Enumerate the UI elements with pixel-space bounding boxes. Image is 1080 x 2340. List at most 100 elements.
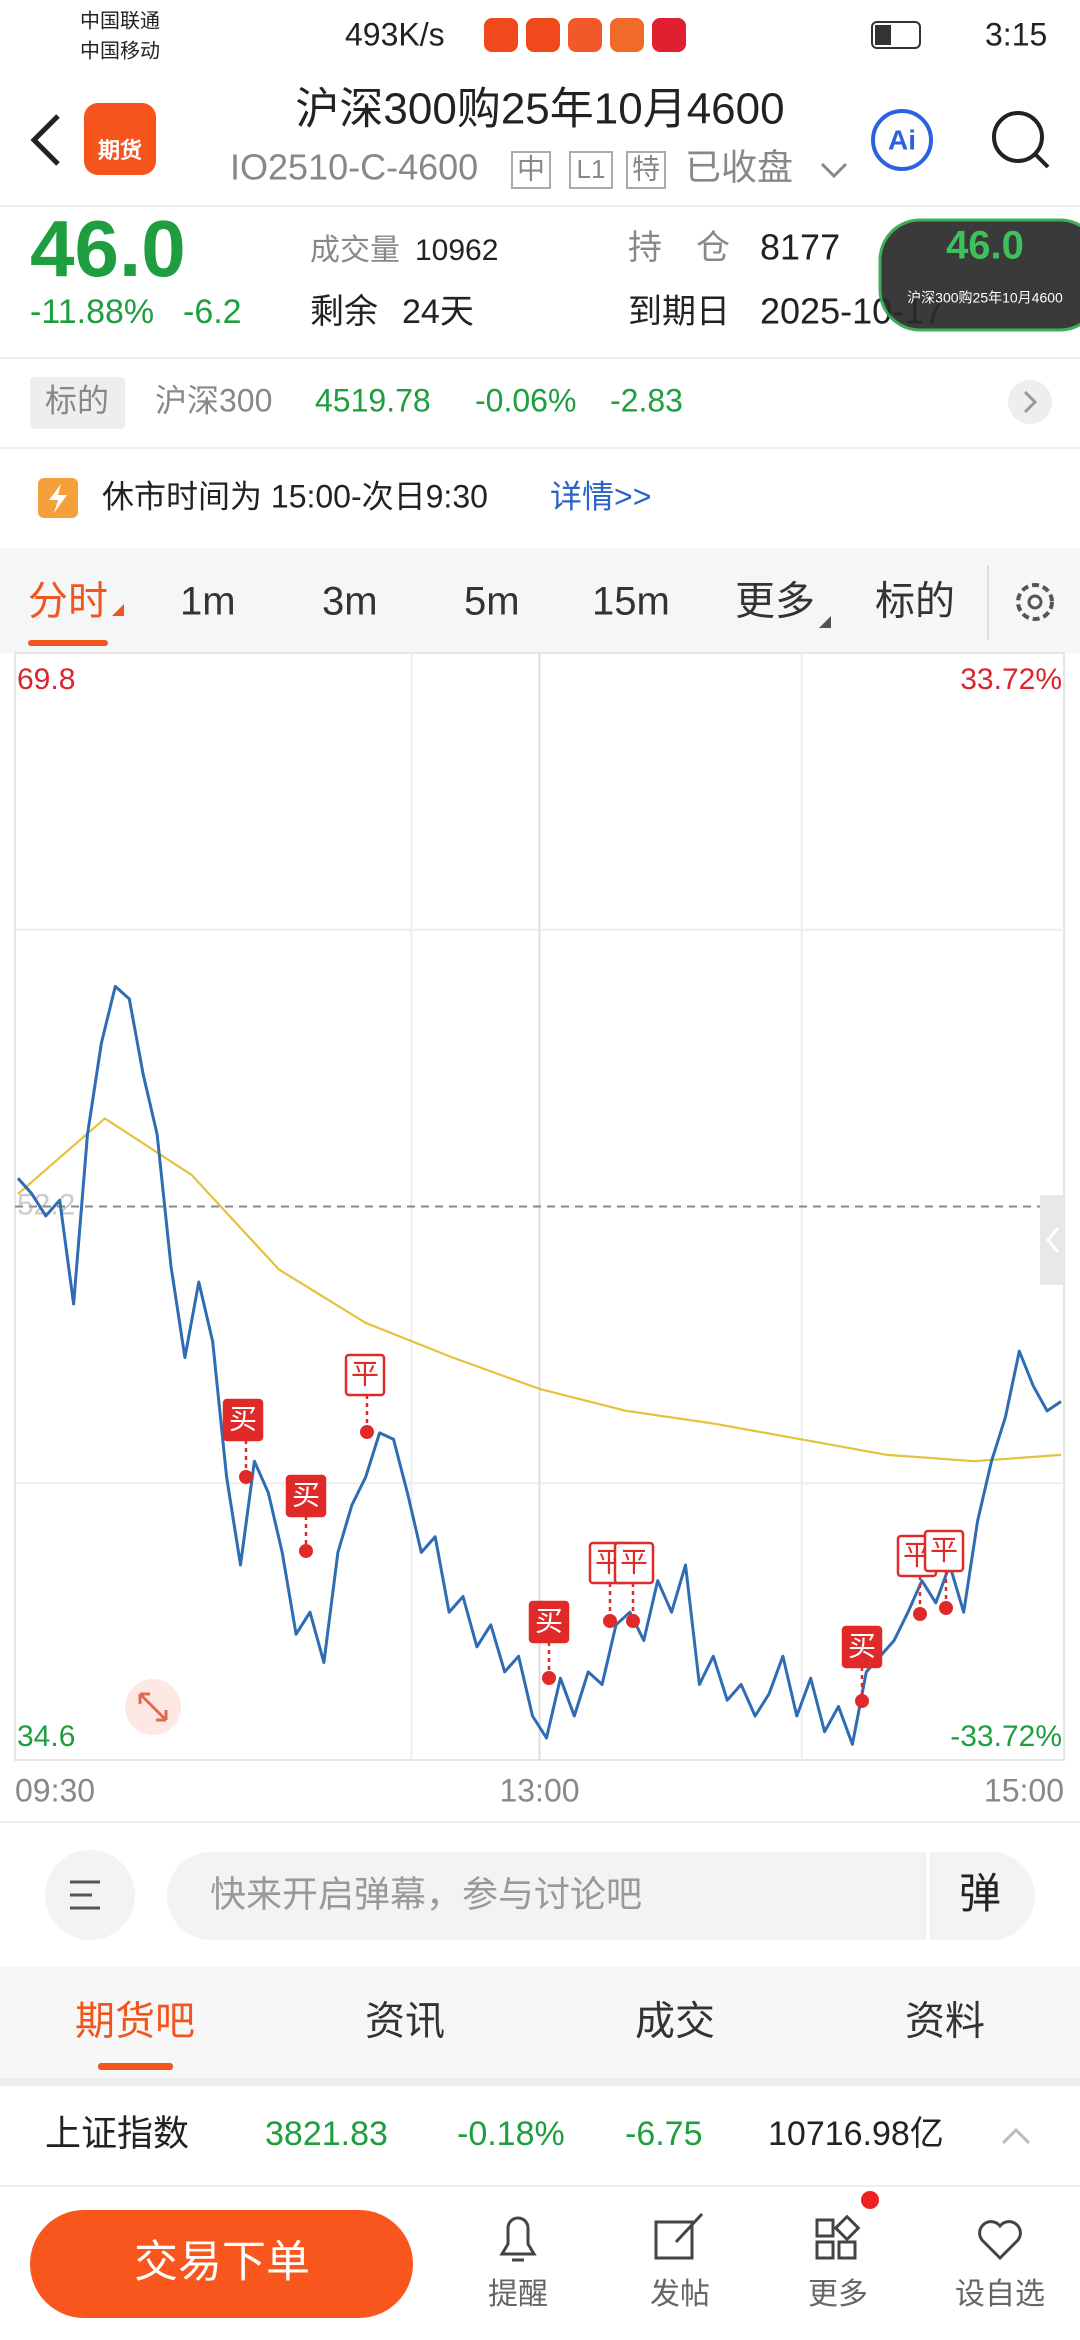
more-icon (837, 2240, 857, 2260)
label-box (30, 377, 125, 429)
collapse-button[interactable] (1001, 2127, 1031, 2145)
app-icon (610, 18, 644, 52)
app-icon (484, 18, 518, 52)
underlying-name: 沪深300 (155, 382, 272, 418)
marker-label: 买 (292, 1479, 320, 1510)
float-badge[interactable] (878, 218, 1080, 332)
underlying-price: 4519.78 (315, 382, 431, 418)
marker-label: 平 (351, 1358, 379, 1389)
ai-button[interactable] (871, 109, 933, 171)
more-button[interactable] (1008, 380, 1052, 424)
marker-dot (542, 1671, 556, 1685)
y-tick-label: 34.6 (17, 1720, 75, 1753)
clock: 3:15 (985, 16, 1047, 52)
divider (0, 2078, 1080, 2086)
marker-dot (603, 1614, 617, 1628)
contract-code: IO2510-C-4600 (230, 147, 478, 188)
tag-box (626, 151, 666, 189)
expand-icon (138, 1692, 168, 1722)
post-icon (654, 2220, 694, 2260)
carrier: 中国移动 (80, 39, 160, 62)
bottom-tab[interactable]: 资料 (905, 2000, 985, 2044)
back-button[interactable] (30, 114, 60, 166)
search-handle (1033, 152, 1050, 169)
index-price: 3821.83 (265, 2115, 388, 2153)
x-tick-label: 15:00 (984, 1772, 1064, 1808)
tag-box (511, 151, 551, 189)
tab-corner (112, 604, 124, 616)
y2-tick-label: 33.72% (960, 663, 1062, 696)
chart: 34.652.269.8-33.72%33.72%09:30 13:00 15:00… (15, 652, 1064, 1808)
bottom-tab[interactable]: 期货吧 (75, 2000, 195, 2044)
index-change: -6.75 (625, 2115, 703, 2153)
marker-dot (855, 1694, 869, 1708)
tag: L1 (577, 154, 606, 184)
nav-label[interactable]: 发帖 (650, 2278, 710, 2311)
tab-corner (819, 616, 831, 628)
settings-core (1027, 594, 1043, 610)
index-pct: -0.18% (457, 2115, 565, 2153)
logo (84, 103, 156, 175)
tab[interactable]: 5m (464, 580, 520, 624)
marker-box (285, 1474, 327, 1518)
tab[interactable]: 更多 (735, 580, 815, 624)
marker-label: 买 (535, 1605, 563, 1636)
app-icon (568, 18, 602, 52)
comment-input[interactable] (167, 1852, 1035, 1940)
tab[interactable]: 分时 (28, 580, 108, 624)
post-pen (674, 2212, 704, 2244)
battery (871, 21, 921, 49)
tab-indicator (28, 640, 108, 646)
market-state[interactable]: 已收盘 (685, 147, 793, 188)
index-name: 上证指数 (45, 2113, 189, 2154)
tab[interactable]: 3m (322, 580, 378, 624)
tab[interactable]: 15m (592, 580, 670, 624)
tab[interactable]: 标的 (875, 580, 955, 624)
trade-button[interactable] (30, 2210, 413, 2318)
nav-label[interactable]: 更多 (808, 2278, 868, 2311)
marker-box (923, 1529, 965, 1573)
title: 沪深300购25年10月4600 (295, 85, 784, 134)
marker-dot (239, 1470, 253, 1484)
bottom-tab[interactable]: 资讯 (365, 2000, 445, 2044)
bottom-tab[interactable]: 成交 (635, 2000, 715, 2044)
settings-button[interactable] (1016, 583, 1054, 621)
marker-label: 买 (229, 1403, 257, 1434)
notice-link[interactable]: 详情>> (550, 478, 651, 514)
badge-name: 沪深300购25年10月4600 (907, 290, 1063, 306)
nav-label[interactable]: 提醒 (488, 2278, 548, 2311)
danmaku-button[interactable]: 弹 (959, 1870, 1001, 1917)
nav-label[interactable]: 设自选 (955, 2278, 1045, 2311)
battery-level (875, 25, 891, 45)
tabs: 分时 1m 3m 5m 15m 更多 标的 (28, 580, 955, 646)
ai-icon: Ai (888, 124, 916, 155)
stat-value: 8177 (760, 227, 840, 268)
average-line (17, 1117, 1062, 1463)
index-amount: 10716.98亿 (768, 2115, 944, 2153)
tab-indicator (98, 2063, 173, 2070)
tag: 中 (517, 153, 545, 184)
marker-box (841, 1625, 883, 1669)
underlying-pct: -0.06% (475, 382, 576, 418)
bottom-tabs: 期货吧 资讯 成交 资料 (75, 2000, 985, 2070)
notice-text: 休市时间为 15:00-次日9:30 (102, 478, 488, 514)
tab[interactable]: 1m (180, 580, 236, 624)
marker-label: 平 (930, 1534, 958, 1565)
side-handle[interactable] (1040, 1195, 1064, 1285)
search-button[interactable] (992, 111, 1044, 163)
marker-label: 平 (620, 1546, 648, 1577)
marker-box (528, 1600, 570, 1644)
price-line (16, 984, 1062, 1746)
nav: 提醒 发帖 更多 设自选 (488, 2278, 1045, 2311)
marker-box (344, 1353, 386, 1397)
net-speed: 493K/s (345, 16, 445, 52)
chevron (820, 162, 848, 179)
underlying-change: -2.83 (610, 382, 683, 418)
stat-label: 到期日 (628, 293, 730, 331)
logo-text: 期货 (98, 138, 142, 163)
marker-dot (913, 1607, 927, 1621)
app-icon (526, 18, 560, 52)
stat-value: 10962 (415, 234, 498, 267)
x-tick-label: 13:00 (499, 1772, 579, 1808)
